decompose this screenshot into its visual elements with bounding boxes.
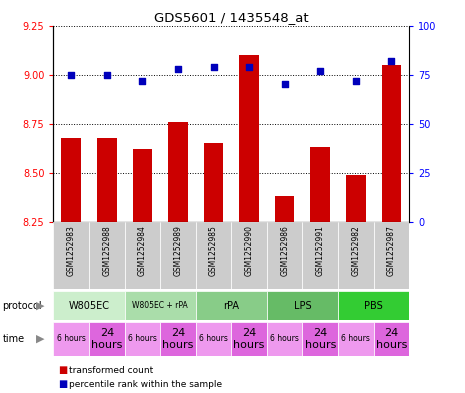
Point [246,64,253,70]
Text: 6 hours: 6 hours [199,334,228,343]
Text: GSM1252991: GSM1252991 [316,225,325,276]
Bar [168,122,188,222]
Text: 24
hours: 24 hours [233,328,265,350]
Text: protocol: protocol [2,301,42,310]
Text: ▶: ▶ [36,334,45,344]
Bar [232,222,267,289]
Bar [125,222,160,289]
Bar [311,147,330,222]
Bar [338,322,374,356]
Bar [204,143,223,222]
Bar [196,222,232,289]
Text: 24
hours: 24 hours [305,328,336,350]
Text: 6 hours: 6 hours [57,334,86,343]
Bar [374,322,409,356]
Text: W805EC: W805EC [68,301,110,310]
Point [281,81,288,88]
Text: W805EC + rPA: W805EC + rPA [133,301,188,310]
Text: GSM1252986: GSM1252986 [280,225,289,276]
Bar [53,322,89,356]
Bar [89,322,125,356]
Bar [267,222,303,289]
Bar [267,322,303,356]
Text: PBS: PBS [364,301,383,310]
Text: GSM1252983: GSM1252983 [67,225,76,276]
Bar [53,222,89,289]
Bar [275,196,294,222]
Text: LPS: LPS [294,301,311,310]
Text: 24
hours: 24 hours [376,328,407,350]
Text: 6 hours: 6 hours [270,334,299,343]
Bar [382,65,401,222]
Bar [125,291,196,320]
Bar [53,291,125,320]
Point [388,58,395,64]
Text: ■: ■ [58,379,67,389]
Bar [97,138,117,222]
Bar [89,222,125,289]
Point [67,72,75,78]
Text: GSM1252989: GSM1252989 [173,225,182,276]
Point [103,72,111,78]
Bar [160,322,196,356]
Text: GSM1252985: GSM1252985 [209,225,218,276]
Text: percentile rank within the sample: percentile rank within the sample [69,380,222,389]
Bar [303,322,338,356]
Bar [133,149,152,222]
Text: GSM1252990: GSM1252990 [245,225,253,276]
Text: GSM1252987: GSM1252987 [387,225,396,276]
Text: time: time [2,334,25,344]
Text: GSM1252984: GSM1252984 [138,225,147,276]
Bar [374,222,409,289]
Bar [338,222,374,289]
Point [317,68,324,74]
Text: transformed count: transformed count [69,366,153,375]
Point [210,64,217,70]
Point [139,77,146,84]
Bar [160,222,196,289]
Text: GSM1252982: GSM1252982 [352,225,360,276]
Bar [125,322,160,356]
Bar [267,291,338,320]
Bar [61,138,81,222]
Text: 6 hours: 6 hours [128,334,157,343]
Text: 6 hours: 6 hours [341,334,370,343]
Point [352,77,359,84]
Bar [338,291,409,320]
Bar [303,222,338,289]
Text: rPA: rPA [223,301,239,310]
Text: 24
hours: 24 hours [91,328,122,350]
Bar [196,291,267,320]
Bar [239,55,259,222]
Bar [232,322,267,356]
Text: ▶: ▶ [36,301,45,310]
Bar [196,322,232,356]
Text: GSM1252988: GSM1252988 [102,225,111,276]
Text: ■: ■ [58,365,67,375]
Text: 24
hours: 24 hours [162,328,193,350]
Point [174,66,182,72]
Bar [346,175,365,222]
Title: GDS5601 / 1435548_at: GDS5601 / 1435548_at [154,11,309,24]
